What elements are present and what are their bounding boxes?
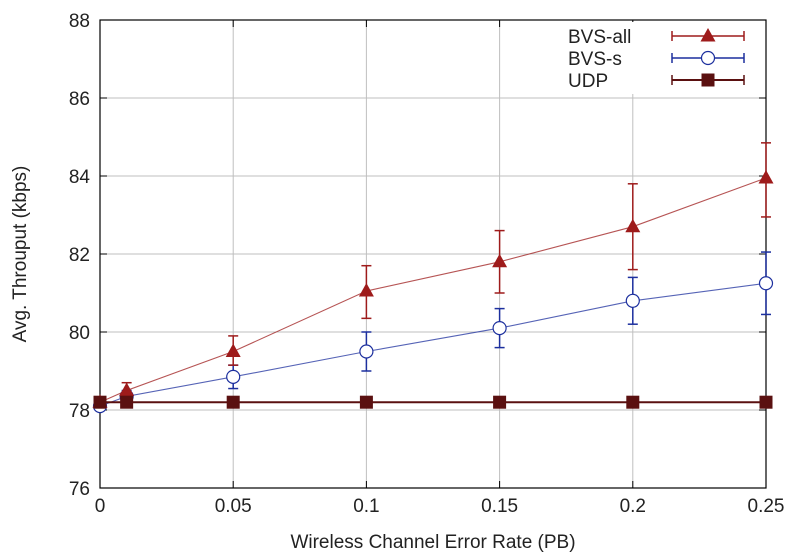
x-axis-label: Wireless Channel Error Rate (PB) <box>290 532 575 553</box>
data-point <box>758 276 774 291</box>
y-tick-label: 88 <box>69 11 90 32</box>
y-tick-label: 76 <box>69 479 90 500</box>
x-tick-label: 0.25 <box>748 496 785 517</box>
data-point <box>93 395 107 409</box>
data-point <box>225 343 241 357</box>
legend-label: BVS-all <box>568 27 631 48</box>
data-point <box>359 395 373 409</box>
legend-label: UDP <box>568 71 608 92</box>
data-point <box>226 369 241 384</box>
data-point <box>758 169 774 184</box>
data-point <box>492 253 508 268</box>
y-tick-label: 78 <box>69 401 90 422</box>
y-tick-label: 86 <box>69 89 90 110</box>
x-tick-label: 0.1 <box>353 496 379 517</box>
x-tick-label: 0.05 <box>215 496 252 517</box>
series-layer <box>92 142 774 414</box>
x-tick-label: 0.15 <box>481 496 518 517</box>
x-tick-label: 0 <box>95 496 106 517</box>
data-point <box>359 344 374 359</box>
data-point <box>358 283 374 297</box>
series-line <box>99 282 767 407</box>
legend-marker <box>700 50 716 66</box>
x-tick-label: 0.2 <box>620 496 646 517</box>
data-point <box>626 395 640 409</box>
y-tick-label: 80 <box>69 323 90 344</box>
y-axis-label: Avg. Throuput (kbps) <box>10 166 31 343</box>
legend-marker <box>700 28 716 42</box>
legend-marker <box>701 73 715 87</box>
data-point <box>625 218 641 233</box>
data-point <box>492 321 507 336</box>
data-point <box>759 395 773 409</box>
data-point <box>120 395 134 409</box>
data-point <box>625 293 640 308</box>
y-tick-label: 84 <box>69 167 91 188</box>
y-tick-label: 82 <box>69 245 90 266</box>
series-line <box>99 177 767 403</box>
axis-ticks: 0 0.05 0.1 0.15 0.2 0.25 76 78 80 82 84 86 88 <box>69 11 785 517</box>
data-point <box>119 382 135 396</box>
legend-label: BVS-s <box>568 49 622 70</box>
series-udp <box>93 395 773 409</box>
series-bvs-all <box>92 142 774 408</box>
data-point <box>226 395 240 409</box>
data-point <box>493 395 507 409</box>
